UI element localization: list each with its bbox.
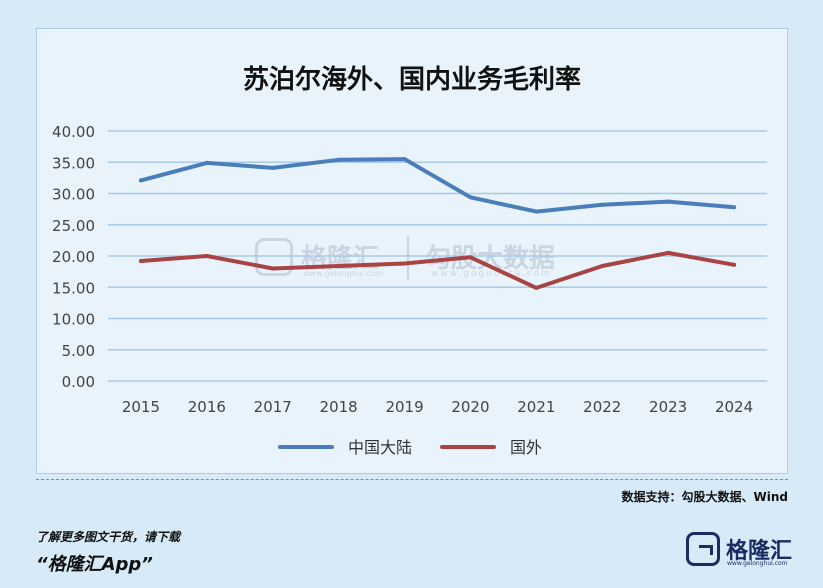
x-tick-label: 2015 (122, 398, 160, 416)
x-tick-label: 2023 (649, 398, 687, 416)
legend-label: 中国大陆 (348, 438, 412, 457)
x-tick-label: 2019 (385, 398, 423, 416)
x-tick-label: 2021 (517, 398, 555, 416)
watermark-separator (407, 236, 409, 280)
data-point (204, 160, 209, 165)
y-tick-label: 40.00 (52, 123, 95, 141)
logo-icon (686, 532, 720, 566)
y-tick-label: 0.00 (62, 373, 95, 391)
data-point (600, 202, 605, 207)
data-point (270, 266, 275, 271)
x-tick-label: 2022 (583, 398, 621, 416)
x-tick-label: 2018 (320, 398, 358, 416)
data-point (402, 157, 407, 162)
promo-app-name: “格隆汇App” (36, 554, 153, 575)
data-point (468, 195, 473, 200)
data-source: 数据支持：勾股大数据、Wind (621, 490, 788, 504)
x-tick-label: 2016 (188, 398, 226, 416)
logo-text: 格隆汇 (726, 539, 793, 564)
data-point (270, 165, 275, 170)
watermark-url-2: www.gogudata.com (431, 269, 553, 279)
y-tick-label: 15.00 (52, 279, 95, 297)
data-point (468, 255, 473, 260)
legend-label: 国外 (510, 438, 542, 457)
chart-title: 苏泊尔海外、国内业务毛利率 (242, 65, 581, 95)
y-tick-label: 10.00 (52, 311, 95, 329)
data-point (600, 264, 605, 268)
data-point (534, 209, 539, 214)
x-tick-label: 2024 (715, 398, 753, 416)
data-point (732, 205, 737, 210)
y-tick-label: 30.00 (52, 186, 95, 204)
watermark-logo-icon (255, 238, 293, 276)
series-line-1 (138, 157, 737, 214)
x-tick-label: 2020 (451, 398, 489, 416)
data-point (336, 157, 341, 162)
watermark-brand: 格隆汇 (301, 244, 380, 274)
x-tick-label: 2017 (254, 398, 292, 416)
chart-card: 苏泊尔海外、国内业务毛利率 (36, 28, 788, 474)
watermark-url: www.gelonghui.com (303, 269, 384, 278)
data-point (204, 254, 209, 258)
footer-divider (36, 479, 788, 480)
series-line-2 (138, 250, 737, 290)
data-point (138, 178, 143, 183)
promo-text: 了解更多图文干货，请下载 (36, 530, 181, 544)
y-tick-label: 25.00 (52, 217, 95, 235)
y-tick-label: 20.00 (52, 248, 95, 266)
data-point (666, 250, 671, 255)
data-point (732, 262, 737, 267)
y-tick-label: 5.00 (62, 342, 95, 360)
data-point (666, 199, 671, 204)
data-point (534, 285, 539, 290)
data-point (402, 261, 407, 266)
logo-url: www.gelonghui.com (727, 560, 788, 567)
data-point (336, 264, 341, 268)
y-tick-label: 35.00 (52, 154, 95, 172)
data-point (138, 259, 143, 263)
brand-logo: 格隆汇 www.gelonghui.com (686, 532, 796, 568)
